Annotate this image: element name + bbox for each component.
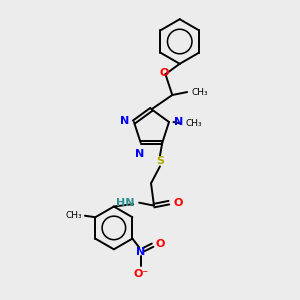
- Text: O: O: [159, 68, 169, 78]
- Text: N: N: [134, 148, 144, 159]
- Text: O: O: [173, 198, 183, 208]
- Text: HN: HN: [116, 198, 135, 208]
- Text: N: N: [136, 247, 146, 257]
- Text: N: N: [120, 116, 129, 126]
- Text: S: S: [156, 156, 164, 166]
- Text: CH₃: CH₃: [192, 88, 208, 97]
- Text: O⁻: O⁻: [133, 269, 148, 279]
- Text: CH₃: CH₃: [65, 211, 82, 220]
- Text: N: N: [174, 117, 183, 127]
- Text: CH₃: CH₃: [185, 119, 202, 128]
- Text: O: O: [156, 239, 165, 249]
